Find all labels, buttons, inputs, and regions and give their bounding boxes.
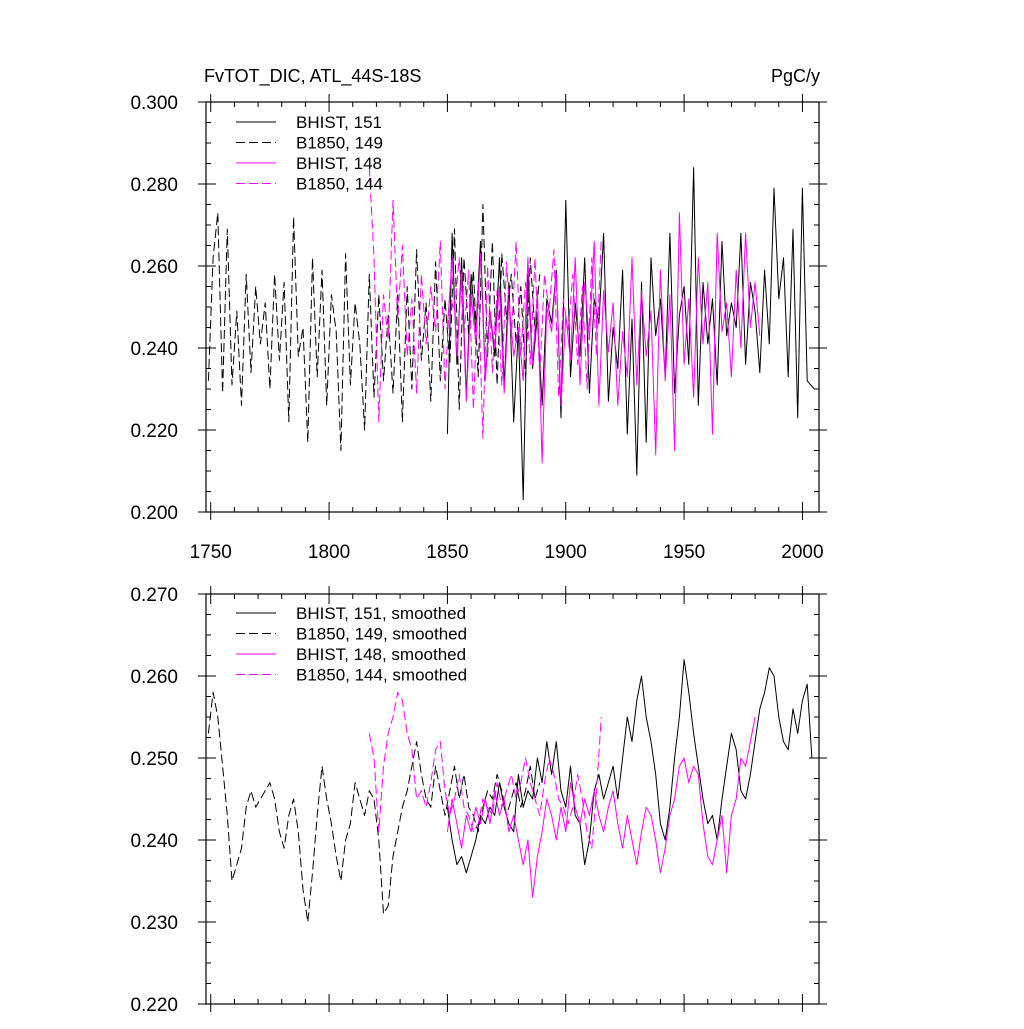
legend-label: B1850, 149 <box>296 134 383 153</box>
series-line-3 <box>446 212 761 464</box>
x-tick-label: 1850 <box>426 542 468 563</box>
legend: BHIST, 151, smoothed B1850, 149, smoothed… <box>236 604 467 685</box>
series-line-2 <box>207 204 541 451</box>
chart-title: FvTOT_DIC, ATL_44S-18S <box>204 66 421 87</box>
x-tick-label: 1800 <box>308 542 350 563</box>
x-tick-label: 1950 <box>663 542 705 563</box>
y-tick-label: 0.200 <box>130 503 178 524</box>
legend-label: BHIST, 148, smoothed <box>296 645 466 664</box>
legend-label: B1850, 144, smoothed <box>296 666 467 685</box>
legend-label: BHIST, 151, smoothed <box>296 604 466 623</box>
legend-label: BHIST, 148 <box>296 154 382 173</box>
series-line-2 <box>207 691 541 923</box>
series-line-4 <box>368 691 602 849</box>
y-tick-label: 0.280 <box>130 175 178 196</box>
chart-units: PgC/y <box>771 66 820 86</box>
legend-label: BHIST, 151 <box>296 113 382 132</box>
x-tick-label: 2000 <box>781 542 823 563</box>
y-tick-label: 0.250 <box>130 749 178 770</box>
x-tick-label: 1750 <box>190 542 232 563</box>
bottom-panel: 0.220 0.230 0.240 0.250 0.260 0.270 BHIST, 151… <box>130 585 827 1016</box>
top-panel: 1750 1800 1850 1900 1950 2000 0.200 0.220 0.240 0… <box>130 66 827 563</box>
series-group <box>207 659 813 923</box>
series-line-1 <box>446 659 813 874</box>
legend-label: B1850, 144 <box>296 175 383 194</box>
y-tick-label: 0.260 <box>130 667 178 688</box>
y-tick-label: 0.300 <box>130 93 178 114</box>
series-line-4 <box>368 167 602 439</box>
x-tick-label: 1900 <box>545 542 587 563</box>
legend-label: B1850, 149, smoothed <box>296 625 467 644</box>
series-group <box>207 167 815 501</box>
y-tick-label: 0.220 <box>130 995 178 1016</box>
y-tick-label: 0.240 <box>130 831 178 852</box>
series-line-3 <box>446 716 756 898</box>
y-tick-label: 0.230 <box>130 913 178 934</box>
y-tick-label: 0.270 <box>130 585 178 606</box>
series-line-1 <box>446 167 815 501</box>
y-tick-label: 0.240 <box>130 339 178 360</box>
y-tick-label: 0.220 <box>130 421 178 442</box>
y-tick-label: 0.260 <box>130 257 178 278</box>
